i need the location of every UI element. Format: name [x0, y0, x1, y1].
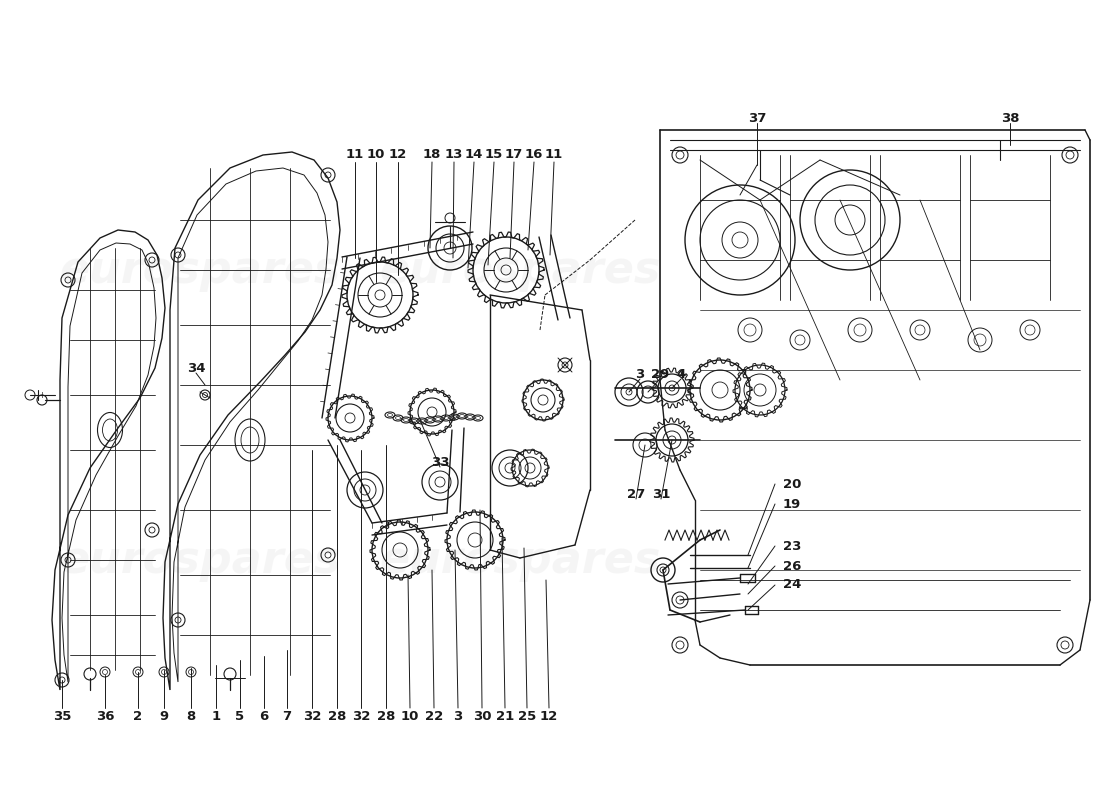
Text: 12: 12	[389, 149, 407, 162]
Text: 18: 18	[422, 149, 441, 162]
Text: 14: 14	[465, 149, 483, 162]
Text: 28: 28	[328, 710, 346, 722]
Text: 35: 35	[53, 710, 72, 722]
Text: 30: 30	[473, 710, 492, 722]
Text: 4: 4	[676, 367, 685, 381]
Text: 34: 34	[187, 362, 206, 374]
Text: 25: 25	[518, 710, 536, 722]
Text: eurospares: eurospares	[379, 538, 661, 582]
Text: 12: 12	[540, 710, 558, 722]
Text: 8: 8	[186, 710, 196, 722]
Text: 23: 23	[783, 539, 802, 553]
Text: 27: 27	[627, 487, 645, 501]
Text: 2: 2	[133, 710, 143, 722]
Text: 1: 1	[211, 710, 221, 722]
Text: 17: 17	[505, 149, 524, 162]
Text: 10: 10	[400, 710, 419, 722]
Text: eurospares: eurospares	[59, 538, 341, 582]
Text: 31: 31	[652, 487, 670, 501]
Text: 11: 11	[544, 149, 563, 162]
Text: 37: 37	[748, 111, 767, 125]
Text: 28: 28	[377, 710, 395, 722]
Text: 6: 6	[260, 710, 268, 722]
Text: 9: 9	[160, 710, 168, 722]
Text: 24: 24	[783, 578, 802, 591]
Text: eurospares: eurospares	[379, 249, 661, 291]
Text: 21: 21	[496, 710, 514, 722]
Text: eurospares: eurospares	[59, 249, 341, 291]
Text: 29: 29	[651, 367, 669, 381]
Text: +: +	[39, 390, 45, 399]
Text: 7: 7	[283, 710, 292, 722]
Text: 38: 38	[1001, 111, 1020, 125]
Text: 19: 19	[783, 498, 801, 510]
Text: 3: 3	[453, 710, 463, 722]
Text: 20: 20	[783, 478, 802, 490]
Text: 33: 33	[431, 455, 449, 469]
Text: 16: 16	[525, 149, 543, 162]
Text: 3: 3	[636, 367, 645, 381]
Text: 32: 32	[352, 710, 371, 722]
Text: 5: 5	[235, 710, 244, 722]
Text: 22: 22	[425, 710, 443, 722]
Text: 32: 32	[302, 710, 321, 722]
Text: 26: 26	[783, 559, 802, 573]
Text: 10: 10	[366, 149, 385, 162]
Text: 15: 15	[485, 149, 503, 162]
Text: 36: 36	[96, 710, 114, 722]
Text: 11: 11	[345, 149, 364, 162]
Text: 13: 13	[444, 149, 463, 162]
